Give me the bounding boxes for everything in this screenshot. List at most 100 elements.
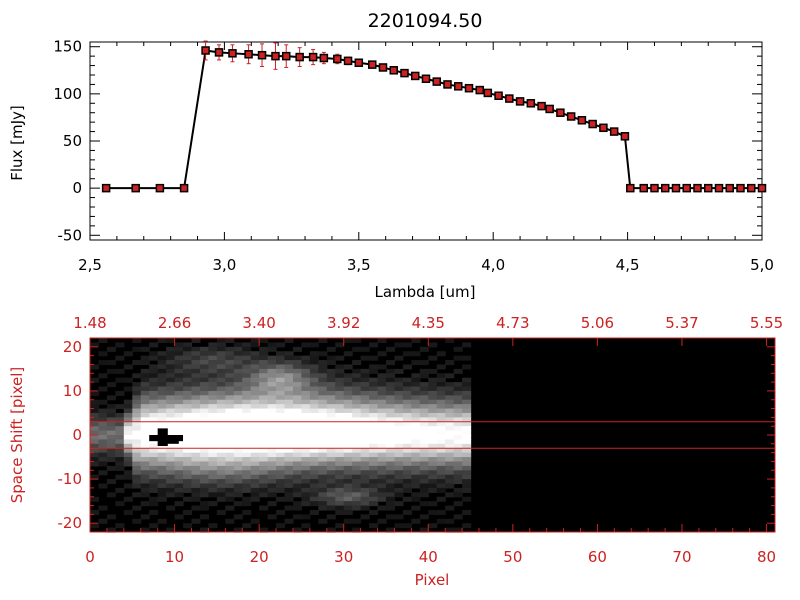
image-pixel	[394, 377, 404, 383]
data-point	[228, 49, 237, 58]
image-pixel	[225, 382, 235, 388]
image-pixel	[208, 452, 218, 458]
image-pixel	[242, 377, 252, 383]
image-pixel	[335, 435, 345, 441]
image-pixel	[242, 346, 252, 352]
image-pixel	[402, 461, 412, 467]
image-pixel	[369, 390, 379, 396]
image-pixel	[419, 527, 429, 533]
image-pixel	[453, 412, 463, 418]
image-pixel	[402, 479, 412, 485]
image-pixel	[292, 390, 303, 396]
image-pixel	[360, 474, 370, 480]
image-pixel	[233, 430, 243, 436]
image-pixel	[411, 443, 421, 449]
image-pixel	[453, 435, 463, 441]
image-pixel	[140, 360, 150, 366]
image-pixel	[233, 390, 243, 396]
image-pixel	[225, 404, 235, 410]
image-pixel	[140, 395, 150, 401]
shift-tick-label: -20	[58, 514, 83, 532]
data-point	[354, 58, 364, 67]
pixel-tick-label: 30	[334, 548, 353, 566]
image-pixel	[242, 461, 252, 467]
data-point	[454, 82, 463, 91]
image-pixel	[276, 452, 286, 458]
image-pixel	[225, 430, 235, 436]
image-pixel	[259, 474, 269, 480]
image-pixel	[123, 474, 133, 480]
image-pixel	[394, 382, 404, 388]
image-pixel	[419, 390, 429, 396]
image-pixel	[233, 346, 243, 352]
image-pixel	[276, 474, 286, 480]
image-pixel	[428, 487, 438, 493]
image-pixel	[360, 514, 370, 520]
image-pixel	[462, 421, 472, 427]
data-point	[271, 51, 280, 61]
image-pixel	[166, 452, 176, 458]
image-pixel	[90, 426, 100, 432]
image-pixel	[191, 426, 201, 432]
image-pixel	[377, 390, 387, 396]
image-pixel	[123, 412, 133, 418]
image-pixel	[352, 399, 362, 405]
image-pixel	[284, 417, 294, 423]
image-pixel	[343, 501, 353, 507]
image-pixel	[250, 452, 260, 458]
image-pixel	[309, 355, 319, 361]
image-pixel	[208, 364, 218, 370]
image-pixel	[343, 408, 353, 414]
image-pixel	[191, 505, 201, 511]
image-pixel	[174, 412, 184, 418]
image-pixel	[208, 386, 218, 392]
image-pixel	[199, 364, 209, 370]
image-pixel	[284, 474, 294, 480]
image-pixel	[183, 382, 193, 388]
image-pixel	[233, 435, 243, 441]
image-pixel	[90, 364, 100, 370]
image-pixel	[250, 408, 260, 414]
image-pixel	[301, 377, 311, 383]
image-pixel	[140, 514, 150, 520]
image-pixel	[309, 457, 319, 463]
image-pixel	[183, 395, 193, 401]
image-pixel	[250, 474, 260, 480]
image-pixel	[284, 338, 294, 344]
image-pixel	[419, 435, 429, 441]
image-pixel	[140, 439, 150, 445]
image-pixel	[436, 448, 446, 454]
image-pixel	[208, 395, 218, 401]
data-point	[757, 183, 767, 193]
image-pixel	[90, 377, 100, 383]
image-pixel	[394, 465, 404, 471]
image-pixel	[428, 417, 438, 423]
image-pixel	[132, 435, 142, 441]
image-pixel	[360, 483, 370, 489]
image-pixel	[183, 435, 193, 441]
image-pixel	[309, 417, 319, 423]
image-pixel	[174, 461, 184, 467]
image-pixel	[191, 487, 201, 493]
image-pixel	[157, 368, 167, 374]
image-pixel	[166, 338, 176, 344]
image-pixel	[191, 443, 201, 449]
data-point	[682, 183, 691, 193]
image-pixel	[191, 421, 201, 427]
image-pixel	[132, 417, 142, 423]
image-pixel	[402, 448, 412, 454]
image-pixel	[292, 435, 303, 441]
image-pixel	[157, 461, 167, 467]
image-pixel	[453, 355, 463, 361]
image-pixel	[352, 412, 362, 418]
image-pixel	[462, 364, 472, 370]
image-pixel	[402, 439, 412, 445]
image-pixel	[360, 479, 370, 485]
image-pixel	[284, 430, 294, 436]
image-pixel	[276, 435, 286, 441]
image-pixel	[419, 373, 429, 379]
image-pixel	[183, 439, 193, 445]
image-pixel	[326, 421, 336, 427]
image-pixel	[132, 395, 142, 401]
image-pixel	[377, 443, 387, 449]
